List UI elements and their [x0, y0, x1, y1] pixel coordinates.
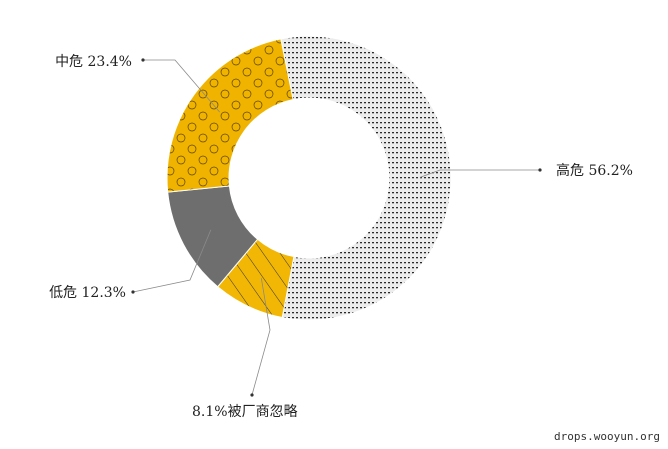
leader-dot-3	[141, 58, 145, 62]
leader-dot-2	[131, 290, 135, 294]
leader-dot-0	[538, 168, 542, 172]
leader-line-1	[251, 278, 271, 396]
slice-label-1: 8.1%被厂商忽略	[192, 404, 298, 420]
leader-line-0	[419, 169, 540, 178]
leader-line-3	[143, 59, 220, 113]
watermark-text: drops.wooyun.org	[554, 430, 660, 443]
leader-dot-1	[250, 393, 254, 397]
slice-3	[166, 38, 294, 193]
leader-line-2	[132, 229, 212, 293]
slice-label-2: 低危 12.3%	[49, 285, 126, 301]
slice-label-0: 高危 56.2%	[556, 162, 633, 179]
slice-0	[280, 35, 452, 321]
slice-label-3: 中危 23.4%	[55, 54, 132, 70]
